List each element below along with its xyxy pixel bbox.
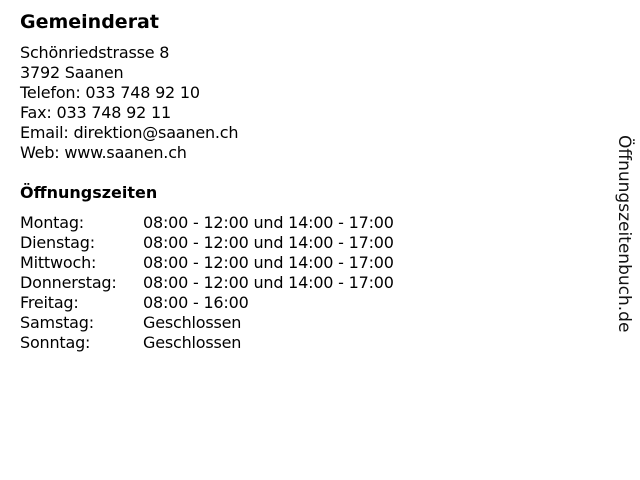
- city: 3792 Saanen: [20, 63, 124, 82]
- street: Schönriedstrasse 8: [20, 43, 170, 62]
- hours-row: Dienstag: 08:00 - 12:00 und 14:00 - 17:00: [20, 233, 394, 253]
- day-label: Samstag:: [20, 313, 94, 332]
- website: Web: www.saanen.ch: [20, 143, 187, 162]
- hours-row: Montag: 08:00 - 12:00 und 14:00 - 17:00: [20, 213, 394, 233]
- day-hours: 08:00 - 12:00 und 14:00 - 17:00: [143, 273, 394, 292]
- day-label: Freitag:: [20, 293, 79, 312]
- watermark-text: Öffnungszeitenbuch.de: [614, 135, 634, 333]
- day-hours: 08:00 - 16:00: [143, 293, 249, 312]
- fax: Fax: 033 748 92 11: [20, 103, 171, 122]
- address-block: Schönriedstrasse 8 3792 Saanen Telefon: …: [20, 43, 239, 163]
- email: Email: direktion@saanen.ch: [20, 123, 239, 142]
- day-hours: Geschlossen: [143, 333, 242, 352]
- day-label: Montag:: [20, 213, 84, 232]
- page-title: Gemeinderat: [20, 11, 159, 33]
- hours-table: Montag: 08:00 - 12:00 und 14:00 - 17:00 D…: [20, 213, 394, 353]
- day-hours: 08:00 - 12:00 und 14:00 - 17:00: [143, 253, 394, 272]
- phone: Telefon: 033 748 92 10: [20, 83, 200, 102]
- day-hours: 08:00 - 12:00 und 14:00 - 17:00: [143, 233, 394, 252]
- day-hours: Geschlossen: [143, 313, 242, 332]
- day-hours: 08:00 - 12:00 und 14:00 - 17:00: [143, 213, 394, 232]
- day-label: Donnerstag:: [20, 273, 117, 292]
- day-label: Mittwoch:: [20, 253, 97, 272]
- day-label: Dienstag:: [20, 233, 95, 252]
- hours-title: Öffnungszeiten: [20, 183, 158, 202]
- hours-row: Donnerstag: 08:00 - 12:00 und 14:00 - 17:…: [20, 273, 394, 293]
- hours-row: Mittwoch: 08:00 - 12:00 und 14:00 - 17:00: [20, 253, 394, 273]
- day-label: Sonntag:: [20, 333, 91, 352]
- hours-row: Samstag: Geschlossen: [20, 313, 394, 333]
- hours-row: Sonntag: Geschlossen: [20, 333, 394, 353]
- hours-row: Freitag: 08:00 - 16:00: [20, 293, 394, 313]
